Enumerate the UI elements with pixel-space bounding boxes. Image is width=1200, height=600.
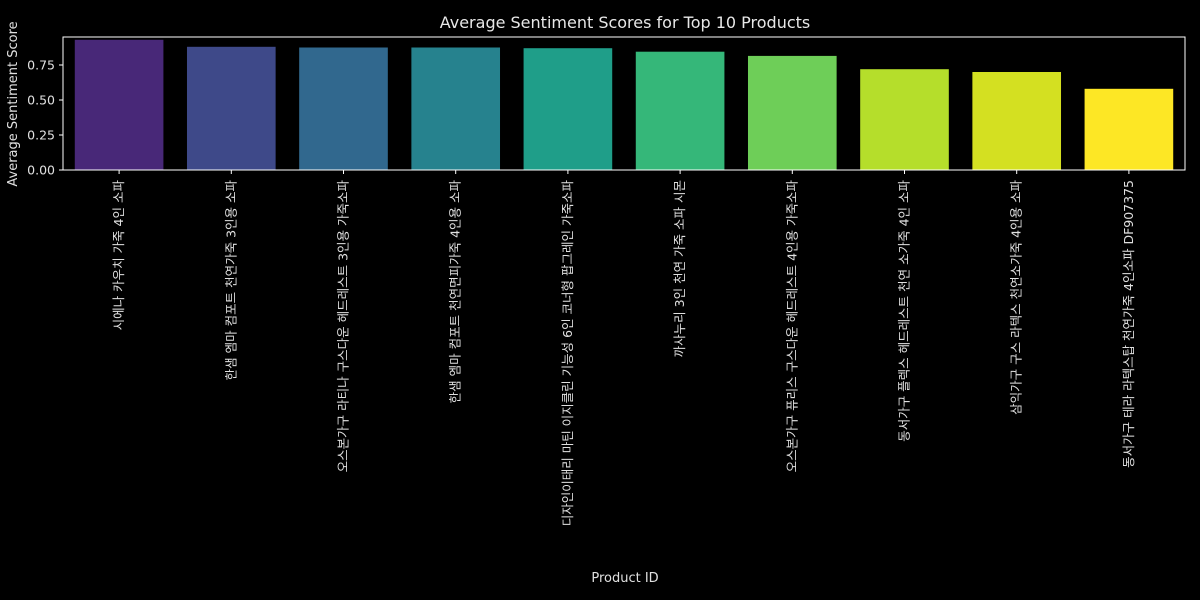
bars-group: [74, 39, 1174, 171]
chart-title: Average Sentiment Scores for Top 10 Prod…: [440, 13, 811, 32]
y-axis-ticks: 0.00 0.25 0.50 0.75: [27, 58, 63, 178]
bar-4: [411, 47, 501, 170]
bar-6: [635, 51, 725, 171]
bar-9: [972, 72, 1062, 170]
plot-frame: [62, 36, 1186, 171]
x-tick-label-7: 오스본가구 퓨리스 구스다운 헤드레스트 4인용 가죽소파: [784, 180, 799, 473]
bar-8: [860, 69, 949, 170]
bar-1: [74, 39, 164, 170]
x-tick-label-10: 동서가구 테라 라텍스탑 천연가죽 4인소파 DF907375: [1121, 180, 1136, 468]
y-tick-label-0: 0.00: [27, 163, 55, 178]
x-axis-label: Product ID: [591, 571, 658, 586]
bar-10: [1084, 88, 1174, 170]
y-axis-label: Average Sentiment Score: [6, 21, 21, 186]
bar-2: [186, 46, 276, 170]
y-tick-label-1: 0.25: [27, 128, 55, 143]
x-tick-label-9: 삼익가구 구스 라텍스 천연소가죽 4인용 소파: [1009, 180, 1024, 415]
bar-5: [523, 48, 613, 171]
bar-7: [747, 55, 837, 170]
y-tick-label-2: 0.50: [27, 93, 55, 108]
x-tick-label-4: 한샘 엠마 컴포트 천연면피가죽 4인용 소파: [448, 180, 463, 404]
x-axis-ticks: 시에나 카우치 가죽 4인 소파 한샘 엠마 컴포트 천연가죽 3인용 소파 오스본…: [111, 170, 1136, 526]
x-tick-label-8: 동서가구 플렉스 헤드레스트 천연 소가죽 4인 소파: [897, 180, 912, 442]
bar-3: [299, 47, 388, 170]
x-tick-label-5: 디자인이태리 마틴 이지클린 기능성 6인 코너형 팝그레인 가죽소파: [560, 180, 575, 527]
x-tick-label-6: 까사누리 3인 천연 가죽 소파 시몬: [672, 180, 687, 357]
x-tick-label-3: 오스본가구 라티나 구스다운 헤드레스트 3인용 가죽소파: [336, 180, 351, 473]
y-tick-label-3: 0.75: [27, 58, 55, 73]
x-tick-label-1: 시에나 카우치 가죽 4인 소파: [111, 180, 126, 331]
x-tick-label-2: 한샘 엠마 컴포트 천연가죽 3인용 소파: [223, 180, 238, 381]
